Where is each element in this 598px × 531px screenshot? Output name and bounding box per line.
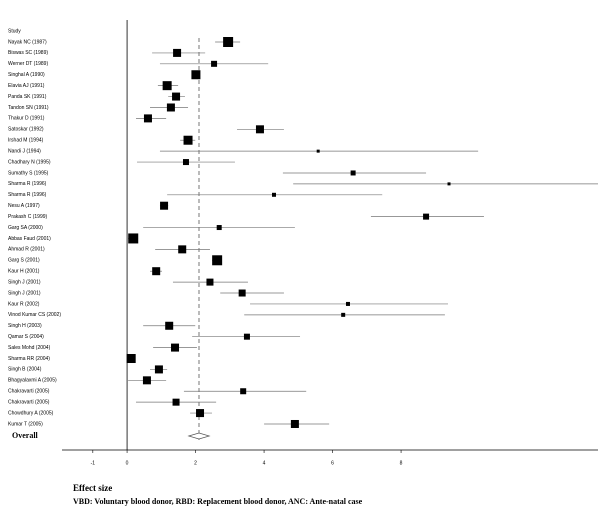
estimate-square [423, 213, 430, 220]
study-label: Thakur D (1991) [8, 116, 45, 122]
x-tick-label: 2 [194, 460, 197, 466]
study-label: Singhal A (1990) [8, 72, 45, 78]
study-label: Qamar S (2004) [8, 334, 44, 340]
footnote: VBD: Voluntary blood donor, RBD: Replace… [73, 497, 363, 506]
estimate-square [238, 289, 246, 297]
estimate-square [272, 192, 277, 197]
estimate-square [178, 245, 187, 254]
estimate-square [211, 60, 218, 67]
estimate-square [345, 301, 350, 306]
estimate-square [447, 182, 451, 186]
estimate-square [316, 149, 320, 153]
estimate-square [350, 170, 356, 176]
study-label: Sumathy S (1995) [8, 170, 49, 176]
estimate-square [143, 114, 152, 123]
x-axis-label: Effect size [73, 483, 112, 493]
estimate-square [216, 225, 222, 231]
study-label: Biswas SC (1989) [8, 50, 48, 56]
study-label: Panda SK (1991) [8, 94, 47, 100]
study-label: Sharma R (1996) [8, 181, 47, 187]
study-label: Kaur H (2001) [8, 269, 40, 275]
study-label: Nesu A (1997) [8, 203, 40, 209]
study-label: Garg S (2001) [8, 258, 40, 264]
x-tick-label: 8 [400, 460, 403, 466]
estimate-square [240, 388, 247, 395]
estimate-square [212, 255, 223, 266]
x-tick-label: 6 [331, 460, 334, 466]
study-label: Nandi J (1994) [8, 148, 41, 154]
study-label: Abbas Faud (2001) [8, 236, 51, 242]
estimate-square [183, 135, 193, 145]
study-label: Irshad M (1994) [8, 138, 44, 144]
study-label: Werner DT (1989) [8, 61, 48, 67]
estimate-square [165, 321, 174, 330]
study-label: Kaur R (2002) [8, 301, 40, 307]
x-tick-label: 0 [126, 460, 129, 466]
estimate-square [160, 201, 169, 210]
study-label: Singh J (2001) [8, 279, 41, 285]
study-label: Singh B (2004) [8, 367, 42, 373]
study-label: Sharma RR (2004) [8, 356, 50, 362]
estimate-square [172, 92, 181, 101]
study-label: Kumar T (2005) [8, 421, 43, 427]
x-tick-label: 4 [263, 460, 266, 466]
study-label: Sales Mohd (2004) [8, 345, 51, 351]
estimate-square [196, 409, 205, 418]
study-label: Sharma R (1996) [8, 192, 47, 198]
estimate-square [171, 343, 180, 352]
estimate-square [255, 125, 264, 134]
study-label: Ahmad R (2001) [8, 247, 45, 253]
estimate-square [142, 376, 151, 385]
estimate-square [152, 267, 161, 276]
estimate-square [290, 419, 299, 428]
estimate-square [166, 103, 175, 112]
study-label: Singh J (2001) [8, 290, 41, 296]
overall-diamond [187, 432, 211, 440]
estimate-square [126, 354, 136, 364]
column-header: Study [8, 28, 21, 34]
study-label: Prakash C (1999) [8, 214, 48, 220]
estimate-square [162, 81, 172, 91]
overall-label: Overall [12, 431, 39, 440]
study-label: Chadhary N (1995) [8, 159, 51, 165]
x-tick-label: -1 [91, 460, 96, 466]
estimate-square [206, 278, 214, 286]
estimate-square [223, 37, 234, 47]
estimate-square [191, 70, 201, 80]
study-label: Satoskar (1992) [8, 127, 44, 133]
study-label: Bhagyalaxmi A (2005) [8, 378, 57, 384]
estimate-square [128, 233, 139, 244]
estimate-square [243, 333, 250, 340]
study-label: Singh H (2003) [8, 323, 42, 329]
study-label: Nayak NC (1987) [8, 39, 47, 45]
estimate-square [154, 365, 163, 374]
study-label: Chowdhury A (2005) [8, 410, 54, 416]
study-label: Garg SA (2000) [8, 225, 43, 231]
study-label: Elavia AJ (1991) [8, 83, 45, 89]
estimate-square [182, 159, 189, 166]
estimate-square [341, 312, 346, 317]
study-label: Vinod Kumar CS (2002) [8, 312, 61, 318]
study-label: Chakravarti (2005) [8, 389, 50, 395]
study-label: Tandon SN (1991) [8, 105, 49, 111]
estimate-square [172, 398, 180, 406]
estimate-square [173, 48, 182, 57]
study-label: Chakravarti (2005) [8, 399, 50, 405]
